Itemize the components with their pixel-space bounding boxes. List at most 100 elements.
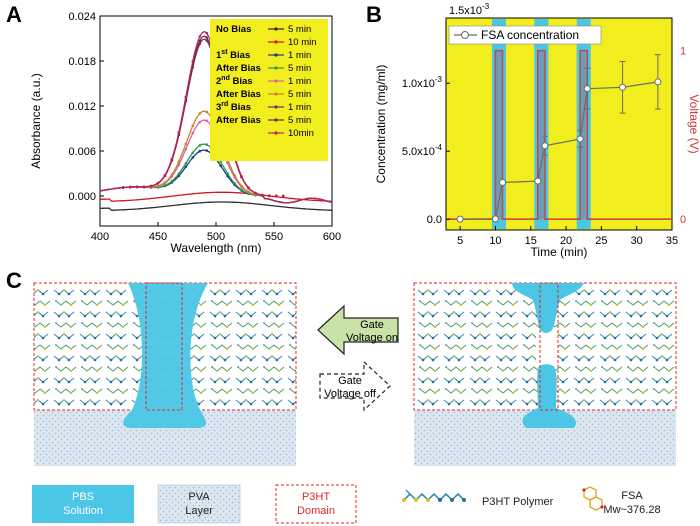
legend-marker: [274, 92, 278, 96]
spectrum-point: [205, 31, 209, 35]
legend-group-label: 3rd Bias: [216, 101, 251, 113]
legend-marker: [274, 118, 278, 122]
spectrum-point: [170, 173, 174, 176]
legend-group-label: After Bias: [216, 115, 261, 126]
y2-tick-label: 0: [680, 214, 686, 226]
concentration-point: [456, 215, 464, 223]
panel-label-b: B: [366, 2, 382, 27]
pbs-droplet-top: [512, 283, 584, 333]
concentration-point: [654, 78, 662, 86]
spectrum-point: [135, 185, 139, 189]
spectrum-point: [205, 143, 209, 146]
spectrum-point: [184, 95, 188, 99]
spectrum-point: [205, 36, 209, 39]
spectrum-point: [142, 185, 146, 189]
svg-text:Gate: Gate: [360, 319, 384, 331]
scheme-gate-off: [413, 282, 677, 466]
spectrum-point: [121, 186, 125, 189]
concentration-point: [576, 135, 584, 143]
concentration-point: [619, 83, 627, 91]
channel-border: [539, 282, 559, 411]
spectrum-point: [281, 194, 285, 198]
y-tick-label: 0.006: [68, 146, 96, 158]
p3ht-polymer-icon: [402, 489, 466, 502]
y-tick-label: 0.012: [68, 101, 96, 113]
voltage-pulse: [537, 50, 545, 220]
y-tick-label: 0.0: [427, 214, 442, 226]
x-tick-label: 5: [457, 235, 463, 247]
x-tick-label: 550: [265, 231, 283, 243]
concentration-point: [541, 142, 549, 150]
gate-voltage-off-arrow: Gate Voltage off: [319, 360, 391, 412]
fsa-label: FSA: [621, 490, 643, 502]
concentration-point: [499, 178, 506, 186]
svg-text:P3HT: P3HT: [302, 491, 330, 503]
panel-label-a: A: [6, 2, 22, 27]
legend-label: FSA concentration: [481, 28, 579, 42]
x-tick-label: 15: [525, 235, 537, 247]
legend-entry-label: 5 min: [288, 24, 311, 35]
fsa-molecule-icon: [582, 486, 604, 511]
spectrum-point: [268, 194, 271, 198]
spectrum-point: [233, 181, 236, 185]
spectrum-point: [156, 181, 160, 185]
spectrum-point: [184, 147, 188, 151]
svg-text:Layer: Layer: [185, 505, 213, 517]
spectrum-point: [247, 190, 250, 194]
spectrum-point: [191, 59, 195, 63]
concentration-point: [534, 177, 542, 185]
legend-marker: [274, 105, 278, 109]
spectrum-point: [191, 156, 195, 159]
legend-marker: [274, 79, 278, 83]
x-tick-label: 25: [595, 235, 607, 247]
spectrum-point: [198, 39, 202, 43]
legend-entry-label: 5 min: [288, 63, 311, 74]
gate-voltage-on-arrow: Gate Voltage on: [317, 304, 399, 356]
legend-marker: [274, 66, 278, 70]
voltage-pulse: [580, 50, 588, 220]
panel-label-c: C: [6, 268, 22, 293]
x-tick-label: 10: [489, 235, 501, 247]
concentration-point: [491, 215, 499, 223]
legend-marker: [274, 53, 278, 57]
spectrum-point: [163, 181, 167, 184]
exponent-label: 1.5x10-3: [449, 2, 490, 17]
spectrum-point: [219, 164, 222, 167]
legend-entry-label: 1 min: [288, 102, 311, 113]
spectrum-point: [149, 184, 153, 188]
legend-entry-label: 1 min: [288, 76, 311, 87]
x-tick-label: 30: [631, 235, 643, 247]
spectrum-point: [184, 165, 188, 169]
gap: [536, 330, 558, 366]
mechanism-diagram: Gate Voltage on Gate Voltage off PBS Sol…: [32, 282, 677, 524]
concentration-point: [583, 85, 591, 93]
legend-entry-label: 10 min: [288, 37, 317, 48]
legend-entry-label: 5 min: [288, 89, 311, 100]
scheme-gate-on: [33, 282, 297, 466]
x-tick-label: 35: [666, 235, 678, 247]
spectrum-point: [198, 144, 202, 147]
spectrum-point: [191, 124, 195, 128]
concentration-chart: 5 10 15 20 25 30 35 0.0 5.0x10-4 1.0x10-3 0 1 1.5x1…: [374, 2, 700, 259]
spectrum-point: [177, 160, 181, 163]
svg-text:PVA: PVA: [188, 491, 210, 503]
x-axis-label: Wavelength (nm): [171, 241, 262, 255]
svg-text:Voltage off: Voltage off: [324, 388, 377, 400]
spectrum-point: [191, 151, 195, 154]
x-tick-label: 450: [149, 231, 167, 243]
spectrum-point: [240, 184, 243, 188]
pva-swatch: [157, 484, 241, 524]
svg-text:Voltage on: Voltage on: [346, 332, 398, 344]
absorbance-chart: 400 450 500 550 600 0.000 0.006 0.012 0.018 0.024…: [29, 11, 341, 255]
x-tick-label: 20: [560, 235, 572, 247]
y-tick-label: 5.0x10-4: [402, 143, 443, 158]
polymer-label: P3HT Polymer: [482, 496, 554, 508]
spectrum-point: [128, 185, 132, 189]
spectrum-point: [247, 186, 250, 190]
y-tick-label: 0.024: [68, 11, 96, 23]
x-axis-label: Time (min): [531, 245, 588, 259]
legend: FSA concentration: [448, 25, 602, 45]
x-tick-label: 600: [323, 231, 341, 243]
spectrum-point: [254, 191, 257, 195]
y-tick-label: 1.0x10-3: [402, 75, 443, 90]
